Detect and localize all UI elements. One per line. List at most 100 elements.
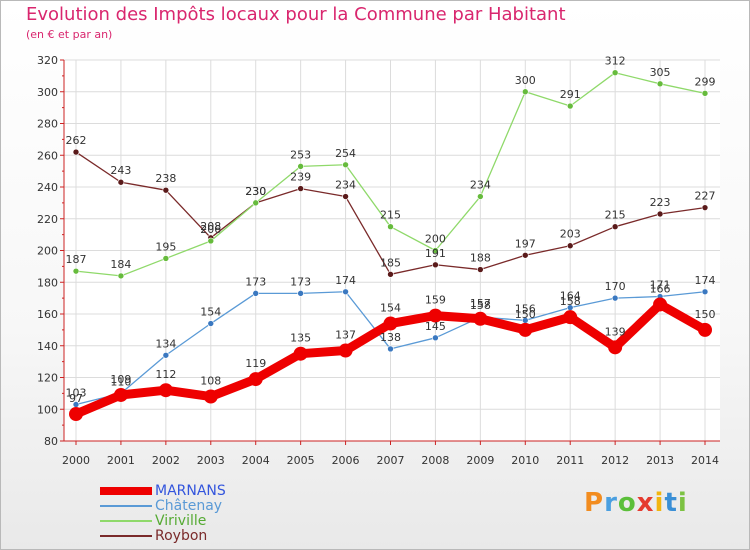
- data-label-viriville: 184: [110, 258, 131, 271]
- legend-item-roybon: Roybon: [100, 529, 360, 544]
- data-label-marnans: 135: [290, 332, 311, 345]
- grid: [64, 59, 720, 442]
- data-label-marnans: 109: [110, 373, 131, 386]
- data-point-viriville: [207, 237, 215, 245]
- logo-letter: r: [604, 488, 618, 518]
- x-tick-label: 2010: [511, 454, 539, 467]
- data-label-roybon: 238: [155, 172, 176, 185]
- data-label-marnans: 137: [335, 329, 356, 342]
- data-point-viriville: [162, 255, 170, 262]
- x-tick-label: 2014: [691, 454, 719, 467]
- y-tick-label: 240: [37, 181, 58, 194]
- data-point-marnans: [293, 346, 308, 361]
- data-label-viriville: 305: [650, 66, 671, 79]
- data-point-chtenay: [252, 290, 260, 297]
- data-label-chtenay: 173: [245, 275, 266, 288]
- y-tick-label: 320: [37, 54, 58, 67]
- data-label-chtenay: 158: [470, 299, 491, 312]
- logo-letter: o: [617, 488, 637, 518]
- data-label-roybon: 191: [425, 247, 446, 260]
- data-label-chtenay: 145: [425, 320, 446, 333]
- data-label-roybon: 223: [650, 196, 671, 209]
- legend-swatch-marnans: [100, 487, 152, 495]
- data-label-chtenay: 156: [515, 302, 536, 315]
- data-point-chtenay: [611, 294, 619, 302]
- legend-item-chtenay: Châtenay: [100, 499, 360, 514]
- data-label-roybon: 188: [470, 252, 491, 265]
- legend-label-chtenay: Châtenay: [155, 498, 223, 514]
- data-label-viriville: 312: [605, 55, 626, 68]
- proxiti-logo: Proxiti: [584, 488, 688, 518]
- chart-subtitle: (en € et par an): [26, 28, 113, 41]
- y-tick-label: 100: [37, 403, 58, 416]
- data-label-chtenay: 134: [155, 337, 176, 350]
- data-label-marnans: 159: [425, 294, 446, 307]
- x-tick-label: 2002: [152, 454, 180, 467]
- legend-label-roybon: Roybon: [155, 528, 208, 544]
- data-point-roybon: [72, 148, 80, 156]
- data-label-marnans: 112: [155, 368, 176, 381]
- legend-item-viriville: Viriville: [100, 514, 360, 529]
- logo-letter: i: [677, 488, 688, 518]
- data-point-viriville: [521, 88, 529, 96]
- data-label-viriville: 234: [470, 179, 491, 192]
- data-point-viriville: [566, 102, 574, 110]
- data-point-roybon: [117, 178, 125, 186]
- data-label-roybon: 197: [515, 237, 536, 250]
- data-label-viriville: 187: [66, 253, 87, 266]
- data-label-chtenay: 164: [560, 290, 581, 303]
- data-label-marnans: 150: [515, 308, 536, 321]
- x-tick-label: 2008: [421, 454, 449, 467]
- data-label-viriville: 230: [245, 185, 266, 198]
- data-label-marnans: 139: [605, 325, 626, 338]
- data-point-viriville: [611, 69, 619, 76]
- data-label-roybon: 203: [560, 228, 581, 241]
- data-label-chtenay: 174: [335, 274, 356, 287]
- data-point-viriville: [387, 223, 394, 230]
- data-label-chtenay: 174: [695, 274, 716, 287]
- data-point-roybon: [656, 210, 664, 218]
- data-point-viriville: [117, 272, 125, 280]
- data-label-chtenay: 173: [290, 275, 311, 288]
- y-tick-label: 140: [37, 340, 58, 353]
- legend-label-marnans: MARNANS: [155, 483, 226, 499]
- y-tick-label: 120: [37, 372, 58, 385]
- data-point-chtenay: [387, 345, 394, 353]
- data-point-marnans: [563, 310, 578, 325]
- data-label-roybon: 234: [335, 179, 356, 192]
- axes: 80 100 120 140 160 180 200 220 240 260 280 300 320 20…: [37, 54, 720, 467]
- x-tick-label: 2012: [601, 454, 629, 467]
- y-tick-label: 80: [44, 435, 58, 448]
- data-point-viriville: [72, 267, 80, 275]
- data-label-roybon: 185: [380, 256, 401, 269]
- logo-letter: x: [636, 488, 655, 518]
- data-point-marnans: [473, 311, 488, 326]
- x-tick-label: 2005: [287, 454, 315, 467]
- y-tick-label: 180: [37, 276, 58, 289]
- data-label-marnans: 97: [69, 392, 83, 405]
- data-label-marnans: 119: [245, 357, 266, 370]
- chart-title: Evolution des Impôts locaux pour la Comm…: [26, 4, 566, 25]
- x-tick-label: 2013: [646, 454, 674, 467]
- data-point-marnans: [698, 322, 712, 337]
- data-label-marnans: 154: [380, 302, 401, 315]
- data-point-roybon: [566, 242, 574, 250]
- data-point-roybon: [162, 186, 170, 194]
- data-label-marnans: 158: [560, 295, 581, 308]
- data-label-viriville: 291: [560, 88, 581, 101]
- data-point-marnans: [158, 383, 173, 398]
- data-point-roybon: [432, 261, 439, 269]
- data-point-roybon: [521, 251, 529, 259]
- logo-letter: t: [664, 488, 678, 518]
- data-label-viriville: 195: [155, 240, 176, 253]
- data-point-marnans: [383, 316, 398, 331]
- y-tick-label: 280: [37, 118, 58, 131]
- data-point-chtenay: [432, 334, 439, 342]
- data-label-marnans: 166: [650, 282, 671, 295]
- data-label-marnans: 150: [695, 308, 716, 321]
- data-point-marnans: [428, 308, 443, 323]
- data-point-roybon: [477, 266, 484, 273]
- legend: MARNANS Châtenay Viriville Roybon: [100, 484, 360, 544]
- y-tick-label: 200: [37, 245, 58, 258]
